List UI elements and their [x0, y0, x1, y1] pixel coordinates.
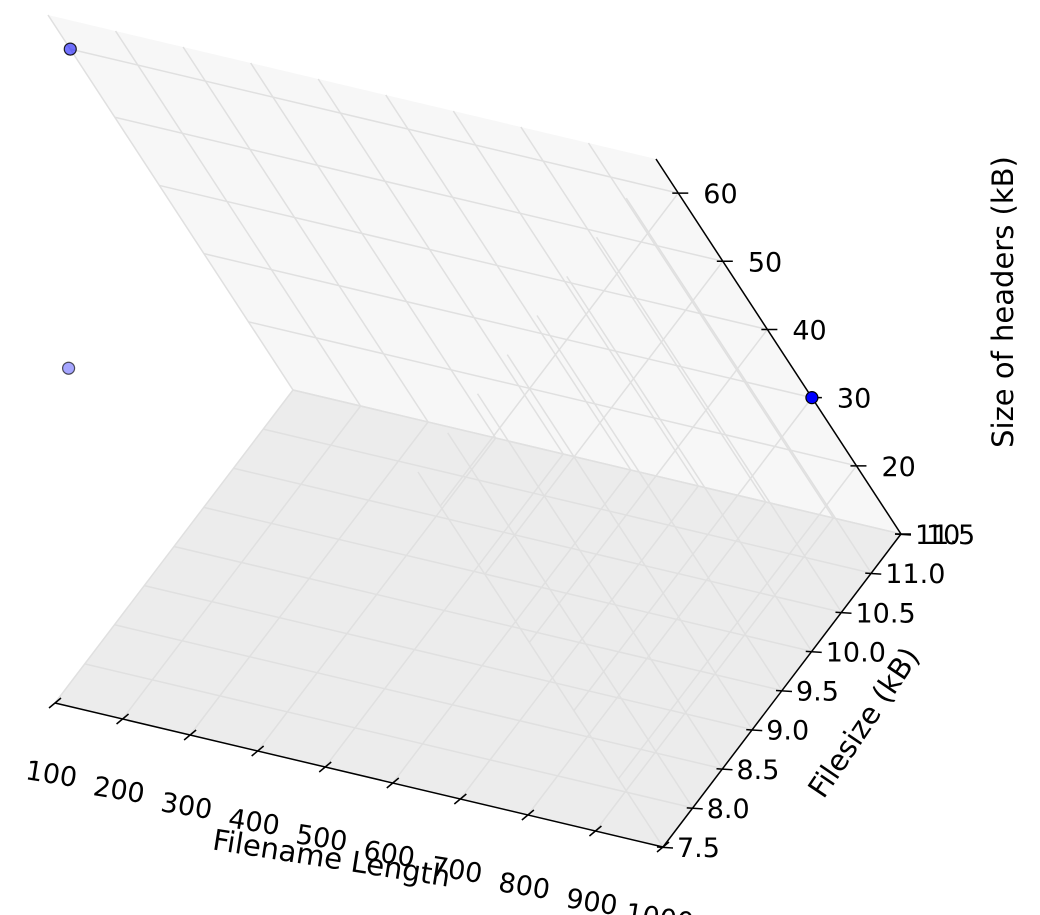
x-tick-mark: [48, 697, 62, 709]
y-tick-mark: [686, 807, 703, 810]
grid-line-y-floor: [84, 663, 693, 809]
x-tick-mark: [521, 809, 535, 821]
grid-line-z-back: [439, 192, 679, 507]
grid-line-x-side: [182, 46, 429, 423]
grid-line-y-floor: [144, 584, 753, 731]
scatter-point: [805, 391, 819, 405]
x-tick-mark: [183, 729, 197, 741]
grid-line-y-floor: [114, 624, 723, 770]
grid-line-z-side: [203, 252, 813, 399]
pane-side: [48, 15, 901, 534]
grid-line-x-side: [317, 78, 564, 455]
y-tick-mark: [835, 611, 852, 614]
grid-line-x-side: [452, 110, 699, 487]
grid-line-x-side: [520, 126, 767, 503]
z-tick-label: 50: [748, 247, 782, 278]
x-tick-label: 300: [159, 787, 215, 826]
grid-line-x-side: [250, 62, 497, 439]
x-tick-label: 200: [91, 771, 147, 810]
y-tick-label: 11.5: [915, 520, 975, 551]
grid-line-z-back: [573, 397, 813, 712]
z-axis-ticks: 10 20 30 40 50 60: [672, 179, 960, 551]
y-tick-label: 8.0: [707, 794, 750, 825]
x-tick-mark: [251, 745, 265, 757]
grid-line-y-back: [536, 315, 783, 691]
grid-line-y-back: [566, 275, 813, 652]
grid-line-y-back: [447, 432, 694, 809]
grid-line-z-back: [484, 260, 724, 575]
x-axis-line: [54, 702, 664, 848]
z-tick-label: 20: [881, 452, 915, 483]
y-tick-mark: [656, 846, 674, 849]
x-tick-label: 900: [564, 883, 620, 915]
z-tick-label: 30: [837, 384, 871, 415]
scatter-points: [61, 42, 819, 405]
x-tick-mark: [386, 777, 400, 789]
grid-line-y-back: [417, 471, 664, 848]
z-tick-label: 40: [792, 315, 826, 346]
y-tick-mark: [805, 650, 822, 654]
grid-line-z-side: [248, 321, 857, 467]
grid-line-z-side: [292, 389, 902, 535]
y-tick-mark: [865, 572, 882, 575]
z-tick-label: 10: [926, 520, 960, 551]
x-tick-label: 1000: [623, 898, 696, 915]
x-tick-mark: [116, 713, 130, 725]
x-tick-label: 100: [23, 755, 79, 794]
y-tick-label: 10.0: [826, 637, 886, 668]
x-tick-label: 800: [496, 867, 552, 906]
grid-line-z-back: [617, 465, 858, 780]
x-tick-mark: [588, 825, 602, 837]
y-tick-label: 7.5: [677, 833, 720, 864]
grid-line-y-back: [506, 354, 753, 731]
grid-line-y-back: [625, 197, 872, 574]
y-tick-label: 9.5: [796, 677, 839, 708]
grid-line-z-side: [159, 184, 768, 331]
y-axis-ticks: 7.5 8.0 8.5 9.0 9.5 10.0 10.5 11.0 11.5: [656, 520, 975, 864]
y-tick-mark: [746, 728, 763, 732]
grid-line-y-back: [595, 236, 843, 613]
grid-line-y-floor: [263, 428, 872, 574]
grid-line-x-side: [47, 14, 294, 391]
y-tick-label: 8.5: [737, 755, 780, 786]
y-tick-mark: [716, 768, 733, 771]
grid-line-z-side: [70, 48, 679, 194]
y-tick-label: 9.0: [766, 716, 809, 747]
z-axis-label: Size of headers (kB): [986, 156, 1020, 448]
grid-line-y-floor: [173, 545, 783, 692]
grid-line-y-floor: [233, 467, 842, 613]
grid-line-z-back: [528, 329, 768, 643]
y-tick-mark: [775, 689, 793, 693]
x-tick-mark: [318, 761, 332, 773]
z-axis-line: [655, 158, 902, 535]
y-tick-label: 10.5: [856, 598, 916, 629]
z-tick-label: 60: [703, 179, 737, 210]
scatter-point: [63, 42, 77, 56]
grid-line-x-side: [114, 30, 362, 407]
grid-line-y-floor: [203, 506, 812, 653]
scatter-point: [61, 361, 76, 375]
grid-line-x-side: [385, 94, 632, 471]
grid-line-z-side: [114, 116, 723, 263]
x-tick-mark: [453, 793, 467, 805]
y-tick-label: 11.0: [885, 559, 945, 590]
grid-line-x-side: [587, 142, 835, 519]
grid-line-y-back: [476, 393, 724, 770]
